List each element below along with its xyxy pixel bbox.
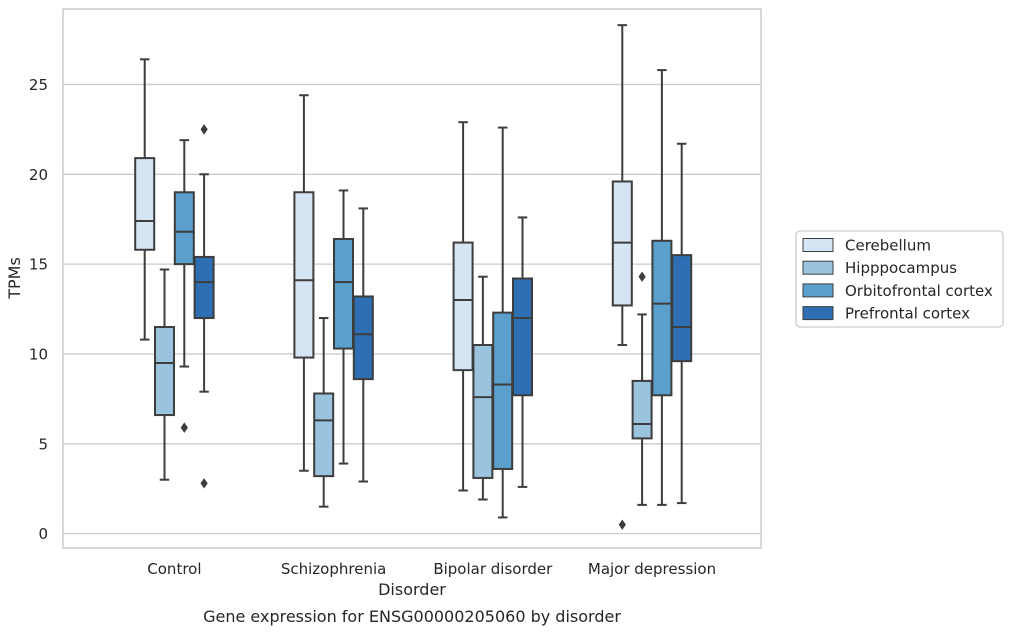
box-iqr bbox=[651, 239, 673, 397]
box-iqr bbox=[352, 295, 374, 381]
box-hipppocampus bbox=[472, 275, 494, 501]
y-tick-label: 15 bbox=[29, 256, 48, 274]
legend-frame bbox=[795, 230, 1004, 328]
x-axis-label: Disorder bbox=[378, 580, 446, 599]
box-prefrontal-cortex bbox=[671, 142, 693, 505]
box-iqr bbox=[193, 255, 215, 320]
outlier-point bbox=[638, 271, 646, 282]
box-iqr bbox=[492, 311, 514, 470]
outlier-point bbox=[180, 422, 188, 433]
y-tick-label: 5 bbox=[38, 435, 48, 453]
legend-swatch bbox=[802, 306, 834, 321]
box-prefrontal-cortex bbox=[193, 124, 215, 489]
box-iqr bbox=[452, 241, 474, 372]
box-cerebellum bbox=[611, 24, 633, 530]
box-iqr bbox=[173, 191, 195, 266]
box-iqr bbox=[154, 326, 175, 417]
box-iqr bbox=[293, 191, 315, 359]
legend-label: Prefrontal cortex bbox=[845, 305, 970, 323]
box-cerebellum bbox=[293, 94, 315, 472]
box-orbitofrontal-cortex bbox=[173, 139, 195, 433]
x-tick-label: Schizophrenia bbox=[281, 560, 386, 578]
legend: Cerebellum Hipppocampus Orbitofrontal cort… bbox=[795, 230, 1004, 328]
y-tick-label: 10 bbox=[29, 345, 48, 363]
legend-swatch bbox=[802, 238, 834, 252]
box-prefrontal-cortex bbox=[352, 207, 374, 483]
x-tick-label: Bipolar disorder bbox=[433, 560, 553, 578]
plot-frame bbox=[62, 8, 762, 549]
chart-caption: Gene expression for ENSG00000205060 by d… bbox=[203, 607, 621, 626]
box-orbitofrontal-cortex bbox=[333, 189, 354, 465]
legend-label: Hipppocampus bbox=[845, 259, 957, 277]
box-orbitofrontal-cortex bbox=[492, 126, 514, 519]
x-tick-label: Control bbox=[147, 560, 201, 578]
y-tick-labels: 0 5 10 15 20 25 bbox=[29, 76, 48, 543]
legend-label: Orbitofrontal cortex bbox=[845, 282, 993, 300]
box-iqr bbox=[512, 277, 533, 397]
box-orbitofrontal-cortex bbox=[651, 69, 673, 506]
box-iqr bbox=[333, 237, 354, 350]
y-tick-label: 20 bbox=[29, 166, 48, 184]
box-iqr bbox=[472, 343, 494, 479]
y-axis-label: TPMs bbox=[5, 257, 24, 300]
box-iqr bbox=[313, 392, 335, 478]
outlier-point bbox=[618, 519, 626, 530]
box-hipppocampus bbox=[631, 271, 653, 506]
outlier-point bbox=[200, 478, 208, 489]
y-tick-label: 0 bbox=[38, 525, 48, 543]
box-hipppocampus bbox=[313, 317, 335, 508]
box-cerebellum bbox=[134, 58, 156, 341]
outlier-point bbox=[200, 124, 208, 135]
box-prefrontal-cortex bbox=[512, 216, 533, 488]
box-iqr bbox=[631, 379, 653, 440]
x-tick-label: Major depression bbox=[588, 560, 716, 578]
legend-swatch bbox=[802, 283, 834, 298]
y-tick-label: 25 bbox=[29, 76, 48, 94]
legend-label: Cerebellum bbox=[845, 237, 931, 255]
legend-swatch bbox=[802, 260, 834, 275]
box-iqr bbox=[671, 254, 693, 363]
x-tick-labels: Control Schizophrenia Bipolar disorder Majo… bbox=[147, 560, 716, 578]
box-iqr bbox=[134, 157, 156, 251]
box-hipppocampus bbox=[154, 268, 175, 481]
box-cerebellum bbox=[452, 121, 474, 492]
box-group bbox=[134, 24, 693, 530]
